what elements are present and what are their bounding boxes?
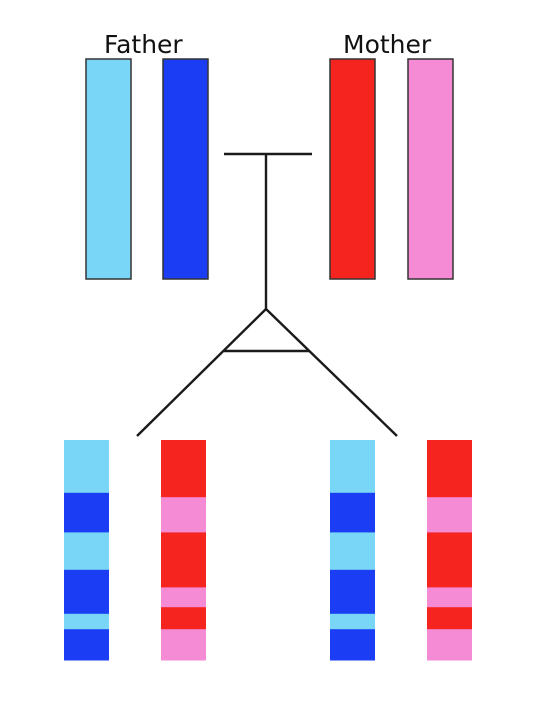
parent-chromosomes [86, 59, 453, 279]
mother-label: Mother [343, 32, 431, 57]
chromosome-band [161, 440, 206, 498]
chromosome-band [427, 497, 472, 533]
sibship-right-line [266, 309, 397, 436]
chromosome-band [161, 497, 206, 533]
chromosome-band [161, 532, 206, 588]
offspring-left-paternal-chromosome [64, 440, 109, 661]
father-label: Father [104, 32, 183, 57]
chromosome-band [64, 614, 109, 630]
chromosome-band [330, 493, 375, 533]
father-chromosome-2 [163, 59, 208, 279]
chromosome-band [64, 629, 109, 660]
chromosome-band [64, 570, 109, 615]
chromosome-band [161, 587, 206, 607]
offspring-right-paternal-chromosome [330, 440, 375, 661]
chromosome-band [330, 629, 375, 660]
offspring-left-maternal-chromosome [161, 440, 206, 661]
chromosome-band [161, 607, 206, 630]
offspring-right-maternal-chromosome [427, 440, 472, 661]
chromosome-band [64, 532, 109, 570]
offspring-chromosomes [64, 440, 472, 661]
chromosome-band [64, 440, 109, 493]
chromosome-band [427, 629, 472, 660]
sibship-left-line [137, 309, 266, 436]
mother-chromosome-1 [330, 59, 375, 279]
mother-chromosome-2 [408, 59, 453, 279]
chromosome-band [330, 570, 375, 615]
chromosome-band [427, 532, 472, 588]
chromosome-band [330, 440, 375, 493]
chromosome-band [427, 440, 472, 498]
chromosome-band [330, 614, 375, 630]
chromosome-band [427, 587, 472, 607]
chromosome-band [427, 607, 472, 630]
chromosome-band [161, 629, 206, 660]
father-chromosome-1 [86, 59, 131, 279]
chromosome-band [64, 493, 109, 533]
chromosome-band [330, 532, 375, 570]
